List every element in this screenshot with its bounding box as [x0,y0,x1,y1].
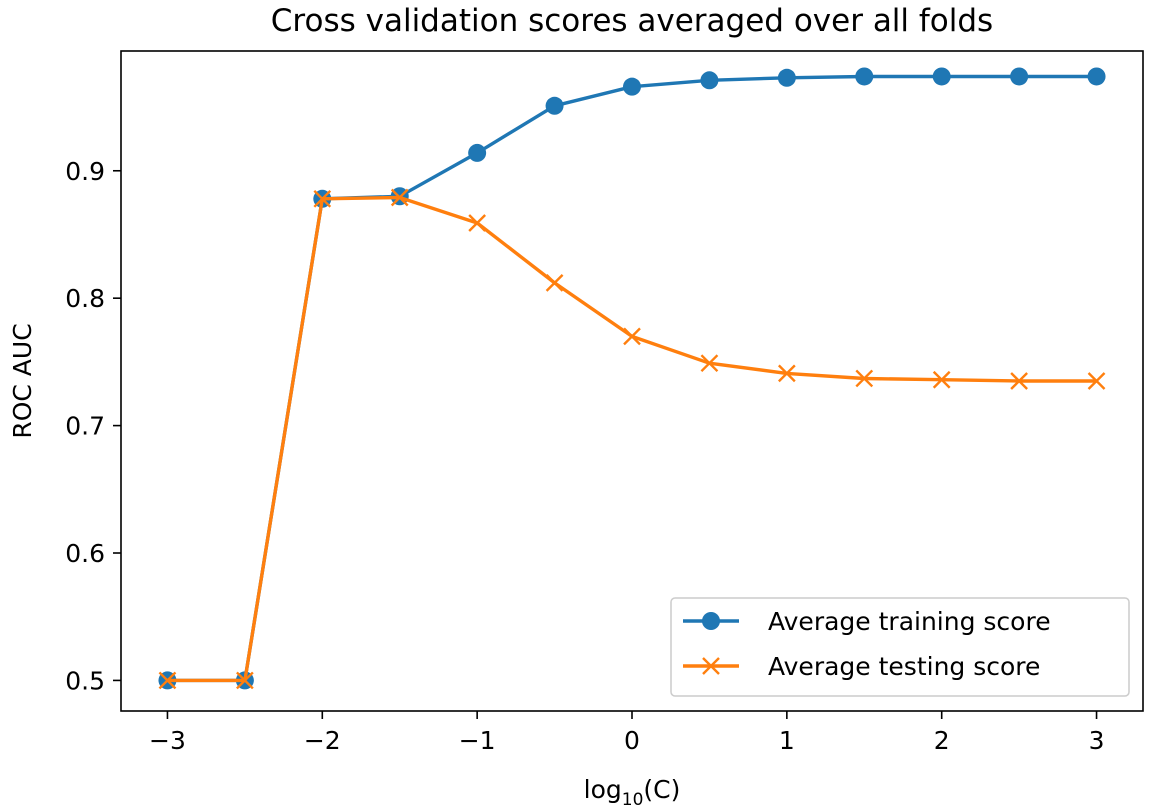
data-point [700,71,719,90]
x-axis-label-suffix: (C) [643,775,680,804]
data-point [700,354,719,373]
x-tick-label: −2 [304,726,341,755]
y-tick-label: 0.7 [65,412,105,441]
series-layer [158,67,1106,690]
x-tick-label: 0 [624,726,640,755]
x-tick-label: 3 [1089,726,1105,755]
data-point [313,189,332,208]
data-point [855,369,874,388]
legend-marker-training [702,612,720,630]
data-point [623,77,641,96]
data-point [932,67,951,86]
data-point [1010,67,1029,86]
y-tick-label: 0.6 [65,539,105,568]
data-point [1087,67,1106,86]
data-point [158,671,177,690]
legend-label-training: Average training score [768,607,1051,636]
x-axis-label-subscript: 10 [622,790,644,810]
y-tick-label: 0.5 [65,666,105,695]
x-axis-label-main: log [584,775,622,804]
x-tick-label: −3 [149,726,186,755]
x-tick-label: −1 [459,726,496,755]
chart-title: Cross validation scores averaged over al… [271,3,993,39]
x-tick-label: 1 [779,726,795,755]
legend-label-testing: Average testing score [768,652,1040,681]
data-point [468,143,487,162]
y-tick-label: 0.8 [65,284,105,313]
data-point [468,214,487,232]
data-point [545,274,564,292]
legend: Average training score Average testing s… [670,597,1130,697]
data-point [1087,372,1106,390]
data-point [1010,372,1028,390]
data-point [545,96,564,115]
y-axis: 0.5 0.6 0.7 0.8 0.9 [65,157,121,695]
x-axis-label: log10(C) [584,775,681,810]
series-1 [158,188,1106,690]
x-axis: −3 −2 −1 0 1 2 3 [149,711,1104,755]
data-point [777,364,796,383]
y-tick-label: 0.9 [65,157,105,186]
data-point [623,327,641,346]
data-point [932,370,951,389]
data-point [390,188,409,207]
data-point [855,67,874,86]
x-tick-label: 2 [934,726,950,755]
legend-box [670,597,1130,697]
y-axis-label: ROC AUC [8,323,37,438]
data-point [777,68,796,87]
legend-marker-testing [702,657,720,675]
data-point [236,671,254,690]
